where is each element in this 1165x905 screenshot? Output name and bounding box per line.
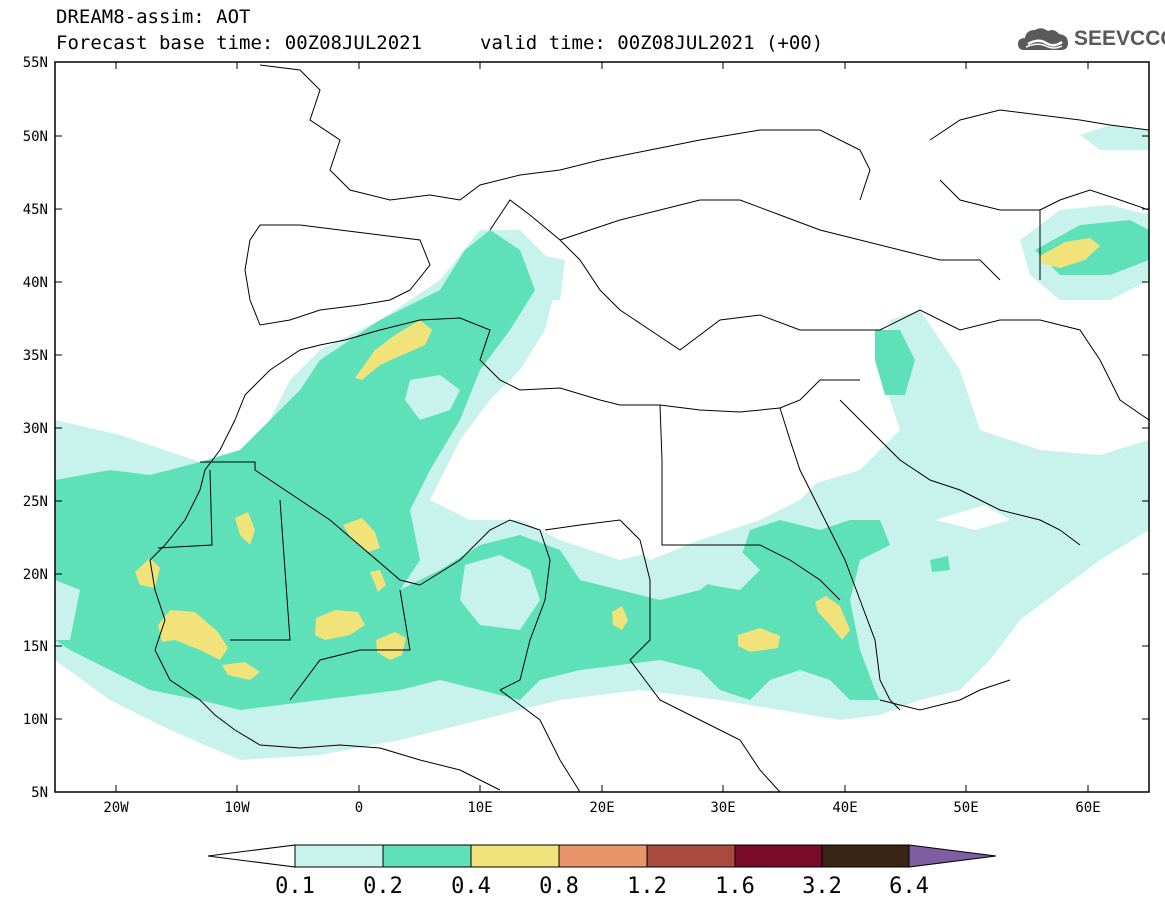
colorbar: 0.1 0.2 0.4 0.8 1.2 1.6 3.2 6.4: [207, 844, 997, 899]
colorbar-swatch: [470, 844, 560, 868]
lat-label: 20N: [23, 567, 48, 583]
country-borders: [149, 64, 1149, 792]
lon-label: 10E: [467, 800, 492, 816]
lat-label: 25N: [23, 494, 48, 510]
lat-label: 10N: [23, 712, 48, 728]
lon-label: 30E: [710, 800, 735, 816]
latitude-labels: 55N 50N 45N 40N 35N 30N 25N 20N 15N 10N …: [23, 55, 48, 801]
colorbar-swatch: [382, 844, 472, 868]
lon-label: 20E: [589, 800, 614, 816]
colorbar-swatch: [821, 844, 910, 868]
colorbar-swatch: [207, 844, 296, 868]
colorbar-label: 1.6: [715, 874, 755, 899]
valid-time: valid time: 00Z08JUL2021 (+00): [480, 32, 824, 54]
lon-label: 20W: [103, 800, 129, 816]
aot-contour-level-3: [135, 238, 1100, 680]
lat-label: 50N: [23, 129, 48, 145]
lat-label: 40N: [23, 275, 48, 291]
lat-label: 55N: [23, 55, 48, 71]
lat-label: 45N: [23, 202, 48, 218]
cloud-icon: [1018, 28, 1068, 50]
colorbar-label: 6.4: [889, 874, 929, 899]
lat-label: 5N: [31, 785, 48, 801]
aot-lighter-holes: [55, 375, 760, 640]
lat-label: 30N: [23, 421, 48, 437]
lat-label: 15N: [23, 639, 48, 655]
logo-text: SEEVCCC: [1074, 27, 1165, 50]
map-title: DREAM8-assim: AOT: [56, 6, 251, 28]
seevccc-logo: SEEVCCC: [1016, 24, 1165, 54]
colorbar-label: 0.2: [363, 874, 403, 899]
colorbar-label: 0.4: [451, 874, 491, 899]
lat-label: 35N: [23, 348, 48, 364]
longitude-labels: 20W 10W 0 10E 20E 30E 40E 50E 60E: [103, 800, 1100, 816]
forecast-base-time: Forecast base time: 00Z08JUL2021: [56, 32, 423, 54]
lon-label: 0: [355, 800, 363, 816]
lon-label: 10W: [224, 800, 250, 816]
lon-label: 50E: [953, 800, 978, 816]
axis-ticks: [55, 61, 1149, 792]
colorbar-swatch: [558, 844, 648, 868]
aot-field: [55, 125, 1149, 760]
lon-label: 60E: [1075, 800, 1100, 816]
colorbar-swatch: [908, 844, 997, 868]
colorbar-label: 3.2: [802, 874, 842, 899]
colorbar-label: 1.2: [627, 874, 667, 899]
lon-label: 40E: [832, 800, 857, 816]
colorbar-swatch: [294, 844, 384, 868]
colorbar-label: 0.1: [275, 874, 315, 899]
colorbar-swatch: [646, 844, 736, 868]
colorbar-label: 0.8: [539, 874, 579, 899]
colorbar-swatch: [734, 844, 823, 868]
